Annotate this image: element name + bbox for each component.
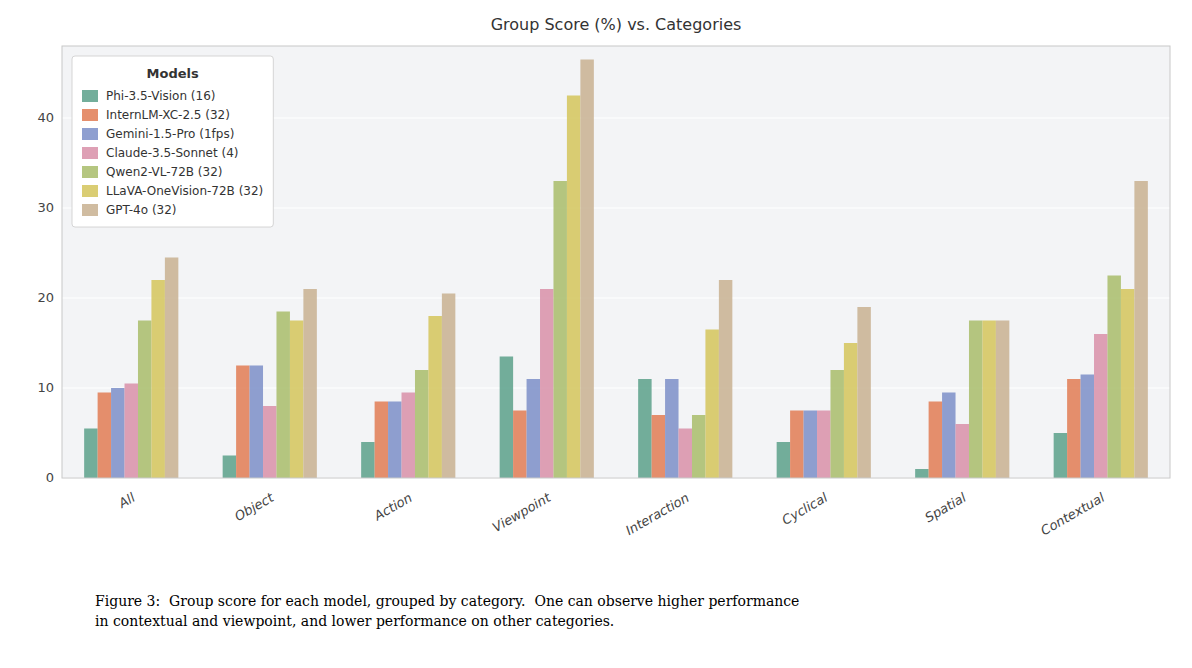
legend-swatch xyxy=(82,128,98,140)
legend-label: Phi-3.5-Vision (16) xyxy=(106,89,215,103)
bar xyxy=(844,343,857,478)
bar xyxy=(236,366,249,479)
bar xyxy=(929,402,942,479)
bar xyxy=(84,429,97,479)
bar xyxy=(527,379,540,478)
bar xyxy=(1107,276,1120,479)
bar xyxy=(1067,379,1080,478)
bar xyxy=(442,294,455,479)
bar xyxy=(679,429,692,479)
bar xyxy=(982,321,995,479)
legend-label: Gemini-1.5-Pro (1fps) xyxy=(106,127,234,141)
legend-swatch xyxy=(82,90,98,102)
bar xyxy=(276,312,289,479)
legend-swatch xyxy=(82,204,98,216)
x-tick-label: Spatial xyxy=(922,490,969,526)
bar xyxy=(290,321,303,479)
bar xyxy=(652,415,665,478)
bar xyxy=(540,289,553,478)
bar xyxy=(830,370,843,478)
bar xyxy=(567,96,580,479)
bar xyxy=(500,357,513,479)
bar xyxy=(969,321,982,479)
legend-label: Qwen2-VL-72B (32) xyxy=(106,165,222,179)
grid-line xyxy=(62,297,1170,298)
bar xyxy=(804,411,817,479)
plot-frame xyxy=(62,46,1170,478)
bar xyxy=(428,316,441,478)
bar xyxy=(402,393,415,479)
bar xyxy=(250,366,263,479)
bar xyxy=(705,330,718,479)
y-tick-label: 0 xyxy=(46,470,54,485)
legend-swatch xyxy=(82,109,98,121)
x-tick-label: Interaction xyxy=(623,490,692,538)
legend-swatch xyxy=(82,147,98,159)
bar xyxy=(956,424,969,478)
legend-swatch xyxy=(82,166,98,178)
x-tick-label: Action xyxy=(371,490,415,524)
title: Group Score (%) vs. Categories xyxy=(491,15,742,34)
legend-label: GPT-4o (32) xyxy=(106,203,177,217)
legend-label: InternLM-XC-2.5 (32) xyxy=(106,108,230,122)
legend-title: Models xyxy=(147,66,199,81)
x-tick-label: Viewpoint xyxy=(490,489,554,535)
chart: 0 10 20 30 40 All Object Action Viewpoint Interac… xyxy=(0,0,1192,668)
y-tick-label: 30 xyxy=(37,200,54,215)
bar xyxy=(1134,181,1147,478)
x-tick-label: Contextual xyxy=(1038,490,1107,539)
bar xyxy=(553,181,566,478)
bar xyxy=(223,456,236,479)
bar xyxy=(580,60,593,479)
bar xyxy=(138,321,151,479)
bar xyxy=(513,411,526,479)
bar xyxy=(638,379,651,478)
bar xyxy=(125,384,138,479)
bar xyxy=(996,321,1009,479)
bar xyxy=(151,280,164,478)
legend: Models Phi-3.5-Vision (16) InternLM-XC-2.5… xyxy=(72,56,273,227)
bar xyxy=(375,402,388,479)
bar xyxy=(111,388,124,478)
bar xyxy=(915,469,928,478)
bar xyxy=(1054,433,1067,478)
bar xyxy=(942,393,955,479)
bar xyxy=(1094,334,1107,478)
x-tick-label: Object xyxy=(232,489,277,524)
bar xyxy=(665,379,678,478)
bar xyxy=(857,307,870,478)
x-tick-label: Cyclical xyxy=(779,490,830,528)
caption-line: Figure 3: Group score for each model, gr… xyxy=(95,593,799,609)
bar xyxy=(790,411,803,479)
bar xyxy=(303,289,316,478)
y-tick-label: 20 xyxy=(37,290,54,305)
legend-label: Claude-3.5-Sonnet (4) xyxy=(106,146,239,160)
bar xyxy=(1081,375,1094,479)
bar xyxy=(263,406,276,478)
x-tick-label: All xyxy=(115,490,138,512)
bar xyxy=(692,415,705,478)
bar xyxy=(165,258,178,479)
bar xyxy=(98,393,111,479)
legend-swatch xyxy=(82,185,98,197)
y-tick-label: 10 xyxy=(37,380,54,395)
bar xyxy=(719,280,732,478)
y-tick-label: 40 xyxy=(37,110,54,125)
bar xyxy=(415,370,428,478)
legend-label: LLaVA-OneVision-72B (32) xyxy=(106,184,263,198)
legend-frame xyxy=(72,56,273,227)
bar xyxy=(1121,289,1134,478)
plot-background xyxy=(62,46,1170,478)
bar xyxy=(361,442,374,478)
caption: Figure 3: Group score for each model, gr… xyxy=(95,593,799,629)
bar xyxy=(777,442,790,478)
bar xyxy=(817,411,830,479)
caption-line: in contextual and viewpoint, and lower p… xyxy=(95,613,614,629)
bar xyxy=(388,402,401,479)
